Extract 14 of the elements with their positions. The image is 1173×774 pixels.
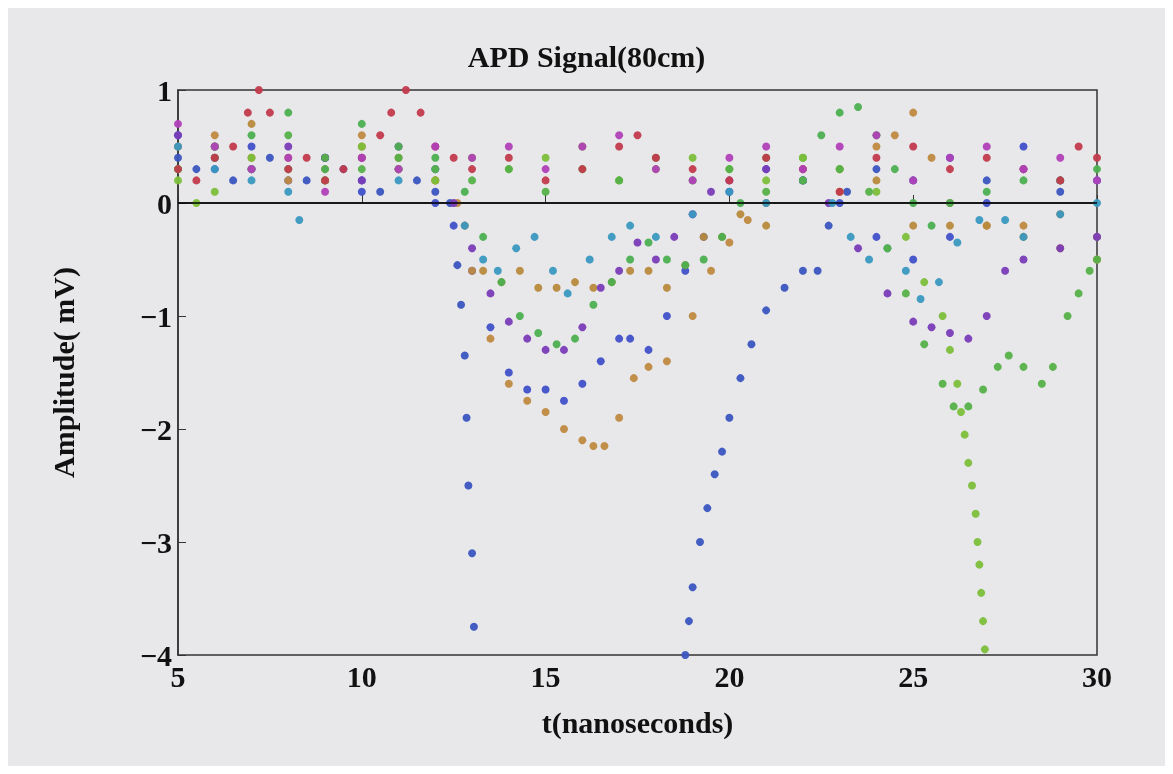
chart-title: APD Signal(80cm) [467,39,706,74]
y-tick-label: −3 [139,525,172,559]
y-tick-label: −1 [139,299,172,333]
y-tick-label: −2 [139,412,172,446]
x-tick-label: 25 [898,659,929,693]
y-axis-title: Amplitude( mV) [46,267,81,478]
x-tick-label: 15 [530,659,561,693]
x-tick-label: 10 [346,659,377,693]
x-tick-label: 20 [714,659,745,693]
y-tick-label: 0 [157,186,172,220]
y-tick-label: −4 [139,638,172,672]
x-axis-title: t(nanoseconds) [541,705,734,740]
y-tick-label: 1 [157,73,172,107]
x-tick-label: 30 [1082,659,1112,693]
